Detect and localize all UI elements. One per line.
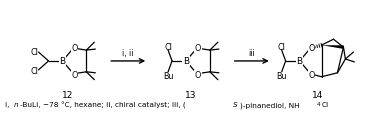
Text: i,: i, xyxy=(5,101,11,107)
Text: 4: 4 xyxy=(316,101,320,106)
Text: Cl: Cl xyxy=(31,47,39,56)
Text: iii: iii xyxy=(248,48,255,57)
Text: Bu: Bu xyxy=(163,72,174,81)
Text: B: B xyxy=(59,57,65,66)
Text: O: O xyxy=(195,43,201,52)
Text: Cl: Cl xyxy=(321,101,328,107)
Text: i, ii: i, ii xyxy=(122,48,134,57)
Text: O: O xyxy=(308,43,315,52)
Text: O: O xyxy=(71,71,77,80)
Text: B: B xyxy=(296,57,303,66)
Text: Bu: Bu xyxy=(276,72,287,81)
Text: 13: 13 xyxy=(185,90,197,99)
Text: O: O xyxy=(71,43,77,52)
Text: O: O xyxy=(195,71,201,80)
Text: Cl: Cl xyxy=(278,42,286,51)
Text: 14: 14 xyxy=(312,90,323,99)
Text: )-pinanediol, NH: )-pinanediol, NH xyxy=(240,101,299,108)
Text: n: n xyxy=(14,101,18,107)
Polygon shape xyxy=(322,46,344,49)
Text: Cl: Cl xyxy=(164,42,172,51)
Text: -BuLi, −78 °C, hexane; ii, chiral catalyst; iii, (: -BuLi, −78 °C, hexane; ii, chiral cataly… xyxy=(20,101,186,108)
Text: B: B xyxy=(183,57,189,66)
Text: Cl: Cl xyxy=(31,67,39,76)
Text: S: S xyxy=(233,101,238,107)
Text: O: O xyxy=(308,71,315,80)
Text: 12: 12 xyxy=(62,90,73,99)
